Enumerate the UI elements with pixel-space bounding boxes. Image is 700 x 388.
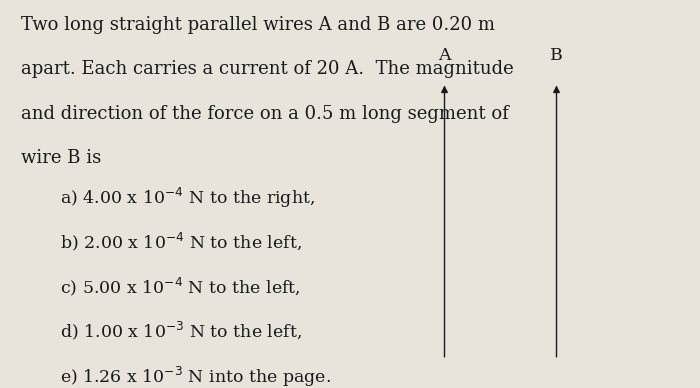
- Text: A: A: [438, 47, 451, 64]
- Text: B: B: [550, 47, 563, 64]
- Text: d) 1.00 x 10$^{-3}$ N to the left,: d) 1.00 x 10$^{-3}$ N to the left,: [60, 320, 302, 343]
- Text: a) 4.00 x 10$^{-4}$ N to the right,: a) 4.00 x 10$^{-4}$ N to the right,: [60, 186, 314, 210]
- Text: e) 1.26 x 10$^{-3}$ N into the page.: e) 1.26 x 10$^{-3}$ N into the page.: [60, 365, 330, 388]
- Text: and direction of the force on a 0.5 m long segment of: and direction of the force on a 0.5 m lo…: [21, 105, 509, 123]
- Text: wire B is: wire B is: [21, 149, 102, 167]
- Text: b) 2.00 x 10$^{-4}$ N to the left,: b) 2.00 x 10$^{-4}$ N to the left,: [60, 231, 302, 253]
- Text: apart. Each carries a current of 20 A.  The magnitude: apart. Each carries a current of 20 A. T…: [21, 60, 514, 78]
- Text: Two long straight parallel wires A and B are 0.20 m: Two long straight parallel wires A and B…: [21, 16, 495, 33]
- Text: c) 5.00 x 10$^{-4}$ N to the left,: c) 5.00 x 10$^{-4}$ N to the left,: [60, 275, 300, 298]
